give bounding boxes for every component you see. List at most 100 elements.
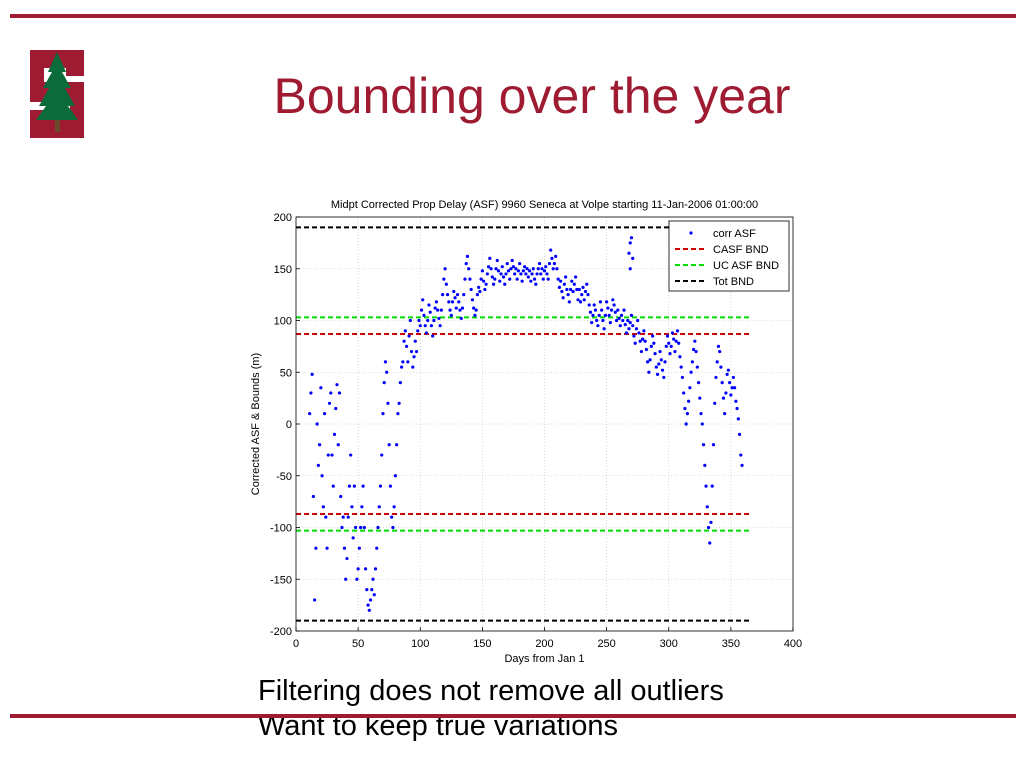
data-point <box>408 318 412 323</box>
y-tick-label: 200 <box>274 212 292 224</box>
data-point <box>562 282 566 286</box>
data-point <box>726 368 730 372</box>
data-point <box>350 505 354 509</box>
data-point <box>331 484 335 488</box>
data-point <box>469 287 473 292</box>
data-point <box>386 401 390 405</box>
data-point <box>654 365 658 369</box>
data-point <box>621 318 625 323</box>
data-point <box>647 370 651 374</box>
data-point <box>470 298 475 302</box>
data-point <box>524 272 528 276</box>
logo-tree-icon <box>36 52 78 120</box>
data-point <box>320 474 324 478</box>
stanford-tree-logo <box>24 46 90 142</box>
data-point <box>724 391 728 395</box>
data-point <box>554 254 558 258</box>
data-point <box>704 484 708 488</box>
data-point <box>428 310 432 314</box>
data-point <box>378 484 383 488</box>
data-point <box>567 300 571 304</box>
data-point <box>632 334 636 338</box>
data-point <box>705 505 709 509</box>
data-point <box>628 267 632 271</box>
data-point <box>586 293 590 297</box>
data-point <box>365 588 369 592</box>
y-tick-label: -150 <box>270 574 292 586</box>
data-point <box>624 331 629 335</box>
data-point <box>321 505 325 509</box>
data-point <box>616 308 620 312</box>
data-point <box>485 272 489 276</box>
chart-title: Midpt Corrected Prop Delay (ASF) 9960 Se… <box>331 199 758 211</box>
data-point <box>406 360 410 364</box>
data-point <box>685 412 689 416</box>
data-point <box>674 339 678 343</box>
data-point <box>535 272 539 276</box>
data-point <box>482 279 486 283</box>
data-point <box>520 279 524 283</box>
data-point <box>413 339 417 343</box>
data-point <box>627 327 631 331</box>
data-point <box>608 320 612 325</box>
data-point <box>342 546 347 550</box>
data-point <box>341 515 345 519</box>
data-point <box>498 279 502 283</box>
data-point <box>495 258 499 263</box>
data-point <box>513 272 517 276</box>
data-point <box>682 391 686 395</box>
data-point <box>523 265 527 269</box>
data-point <box>617 316 621 321</box>
data-point <box>730 386 734 390</box>
data-point <box>473 313 477 317</box>
data-point <box>519 272 523 276</box>
data-point <box>698 396 702 400</box>
data-point <box>628 241 632 245</box>
data-point <box>467 267 471 271</box>
data-point <box>454 306 458 310</box>
data-point <box>362 525 366 530</box>
data-point <box>443 267 447 271</box>
data-point <box>689 370 693 374</box>
data-point <box>442 277 446 281</box>
data-point <box>547 261 552 266</box>
data-point <box>334 406 338 411</box>
top-rule <box>10 14 1016 18</box>
data-point <box>403 329 407 333</box>
data-point <box>680 375 685 380</box>
data-point <box>385 370 389 374</box>
data-point <box>309 391 313 395</box>
data-point <box>734 399 738 403</box>
data-point <box>421 298 425 302</box>
data-point <box>546 277 550 281</box>
logo-trunk <box>55 112 60 132</box>
data-point <box>568 287 573 292</box>
data-point <box>499 272 503 276</box>
data-point <box>478 289 482 294</box>
data-point <box>488 256 492 260</box>
data-point <box>484 282 488 286</box>
data-point <box>346 515 350 519</box>
y-tick-label: -100 <box>270 523 292 535</box>
data-point <box>590 320 594 325</box>
x-tick-label: 200 <box>535 638 553 650</box>
data-point <box>541 277 545 281</box>
data-point <box>335 383 339 387</box>
data-point <box>612 303 616 307</box>
data-point <box>696 381 701 385</box>
data-point <box>605 300 609 304</box>
data-point <box>664 344 668 348</box>
x-tick-label: 0 <box>293 638 299 650</box>
data-point <box>447 300 451 304</box>
data-point <box>631 324 635 328</box>
data-point <box>311 494 315 499</box>
data-point <box>593 308 598 312</box>
bottom-rule <box>10 714 1016 718</box>
data-point <box>357 546 361 550</box>
data-point <box>475 293 480 297</box>
data-point <box>455 293 460 297</box>
data-point <box>431 334 435 338</box>
data-point <box>643 339 647 343</box>
data-point <box>356 567 360 571</box>
data-point <box>340 525 344 530</box>
